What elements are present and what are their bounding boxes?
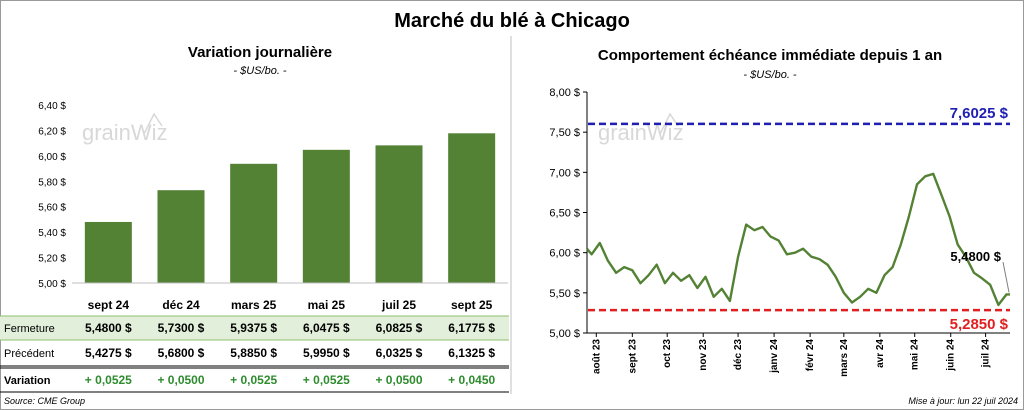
bar-mars-25 [230,163,278,283]
table-cell: + 0,0500 [157,373,204,387]
right-chart-title: Comportement échéance immédiate depuis 1… [597,47,943,64]
fermeture-row-bg [0,316,509,340]
y-tick-label: 6,50 $ [549,208,580,220]
bar-sept-24 [84,221,132,283]
y-tick-label: 6,40 $ [38,101,66,112]
y-tick-label: 8,00 $ [549,87,580,99]
x-tick-label: févr 24 [805,339,816,372]
table-cell: + 0,0525 [85,373,132,387]
y-tick-label: 6,00 $ [549,248,580,260]
x-tick-label: avr 24 [875,339,886,368]
table-cell: 6,1775 $ [448,321,495,335]
y-tick-label: 5,20 $ [38,254,66,265]
y-tick-label: 5,80 $ [38,177,66,188]
table-cell: 5,7300 $ [158,321,205,335]
bar-juil-25 [375,145,423,283]
y-tick-label: 7,00 $ [549,167,580,179]
y-tick-label: 5,50 $ [549,288,580,300]
row-label-1: Précédent [4,348,54,360]
high-reference-label: 7,6025 $ [950,105,1009,122]
x-tick-label: janv 24 [769,339,780,374]
table-cell: 6,1325 $ [448,346,495,360]
table-cell: 5,9950 $ [303,346,350,360]
x-tick-label: déc 23 [733,339,744,371]
x-category-label: mars 25 [231,298,277,312]
y-tick-label: 5,60 $ [38,203,66,214]
row-label-0: Fermeture [4,323,55,335]
x-category-label: sept 24 [88,298,130,312]
y-tick-label: 6,20 $ [38,126,66,137]
left-chart-title: Variation journalière [187,44,333,61]
x-tick-label: mai 24 [910,339,921,371]
x-category-label: juil 25 [381,298,416,312]
source-note: Source: CME Group [4,396,86,406]
watermark-mark [143,112,163,135]
price-series-line [586,172,1010,307]
y-tick-label: 5,40 $ [38,228,66,239]
x-category-label: sept 25 [451,298,493,312]
x-tick-label: nov 23 [698,339,709,371]
last-value-label: 5,4800 $ [950,249,1001,264]
table-cell: 6,0825 $ [376,321,423,335]
y-tick-label: 5,00 $ [38,279,66,290]
bar-mai-25 [302,149,350,283]
update-note: Mise à jour: lun 22 juil 2024 [908,396,1018,406]
table-cell: 5,6800 $ [158,346,205,360]
x-category-label: déc 24 [162,298,200,312]
y-tick-label: 7,50 $ [549,127,580,139]
grainwiz-watermark: grainWiz [82,112,168,145]
table-cell: 5,4800 $ [85,321,132,335]
right-chart-unit: - $US/bo. - [743,69,797,81]
x-tick-label: juin 24 [946,339,957,372]
watermark-mark [659,112,679,135]
table-cell: 6,0325 $ [376,346,423,360]
bar-sept-25 [448,133,496,283]
table-cell: 5,4275 $ [85,346,132,360]
y-tick-label: 5,00 $ [549,328,580,340]
table-cell: 6,0475 $ [303,321,350,335]
low-reference-label: 5,2850 $ [950,316,1009,333]
left-chart-unit: - $US/bo. - [233,65,287,77]
table-cell: 5,9375 $ [230,321,277,335]
table-cell: + 0,0525 [303,373,350,387]
x-category-label: mai 25 [308,298,346,312]
x-tick-label: oct 23 [662,339,673,368]
table-cell: 5,8850 $ [230,346,277,360]
y-tick-label: 6,00 $ [38,152,66,163]
main-title: Marché du blé à Chicago [394,10,630,32]
grainwiz-watermark: grainWiz [598,112,684,145]
table-cell: + 0,0525 [230,373,277,387]
x-tick-label: août 23 [591,339,602,374]
x-tick-label: juil 24 [981,339,992,369]
table-cell: + 0,0450 [448,373,495,387]
x-tick-label: mars 24 [839,339,850,377]
row-label-2: Variation [4,375,51,387]
table-cell: + 0,0500 [375,373,422,387]
bar-déc-24 [157,190,205,283]
x-tick-label: sept 23 [627,339,638,374]
watermark-text: grainWiz [82,120,168,145]
last-value-leader [1002,261,1010,293]
